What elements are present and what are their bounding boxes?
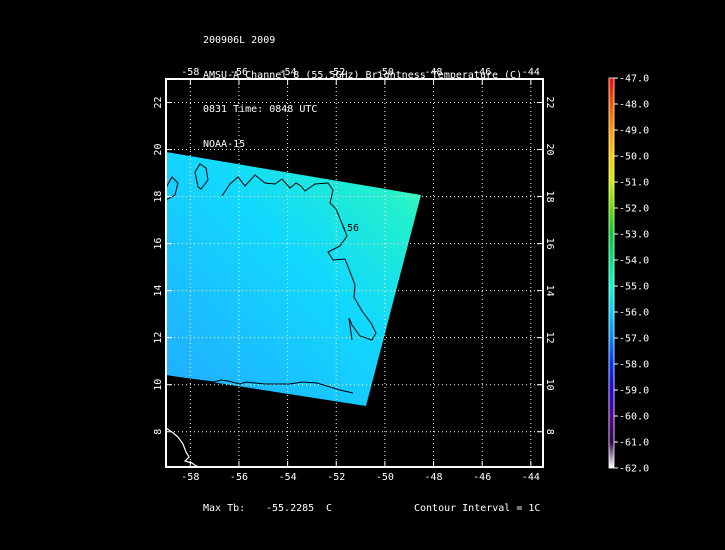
satellite-swath: [166, 152, 421, 406]
colorbar-label: -56.0: [619, 308, 649, 319]
contour-line: [166, 163, 377, 394]
lon-label-top: -46: [473, 67, 491, 78]
lat-label-left: 16: [153, 238, 164, 250]
lat-label-left: 20: [153, 144, 164, 156]
colorbar-label: -48.0: [619, 100, 649, 111]
lon-label-top: -50: [376, 67, 394, 78]
map-frame: [165, 78, 544, 468]
lat-label-right: 18: [544, 191, 555, 203]
colorbar-scale: [608, 77, 615, 469]
colorbar-label: -57.0: [619, 334, 649, 345]
contour-interval: Contour Interval = 1C: [414, 503, 541, 514]
lon-label-top: -58: [181, 67, 199, 78]
colorbar-label: -53.0: [619, 230, 649, 241]
colorbar-label: -52.0: [619, 204, 649, 215]
lat-label-left: 10: [153, 379, 164, 391]
lon-label-top: -56: [230, 67, 248, 78]
colorbar-label: -51.0: [619, 178, 649, 189]
lon-label-top: -54: [279, 67, 297, 78]
storm-id-year: 200906L 2009: [203, 35, 276, 46]
colorbar-label: -61.0: [619, 438, 649, 449]
colorbar-label: -49.0: [619, 126, 649, 137]
contour-label: -56: [341, 223, 359, 234]
colorbar-label: -47.0: [619, 74, 649, 85]
lon-label-top: -52: [327, 67, 345, 78]
lon-label-bottom: -58: [181, 472, 199, 483]
colorbar-label: -55.0: [619, 282, 649, 293]
colorbar-label: -59.0: [619, 386, 649, 397]
lat-label-right: 20: [544, 144, 555, 156]
lat-label-left: 18: [153, 191, 164, 203]
colorbar: -47.0 -48.0 -49.0 -50.0 -51.0 -52.0 -53.0 -54.0…: [608, 74, 649, 475]
lon-label-top: -48: [425, 67, 443, 78]
lat-label-right: 12: [544, 332, 555, 344]
colorbar-label: -50.0: [619, 152, 649, 163]
axis-ticks: -58 -58 -56 -56 -54 -54 -52 -52 -50 -50 -48 -48 -46 -…: [153, 67, 555, 483]
max-tb-value: -55.2285: [266, 503, 315, 514]
max-tb-label: Max Tb:: [203, 503, 246, 514]
product-title: AMSU-A Channel 8 (55.5GHz) Brightness Te…: [203, 69, 523, 81]
lon-label-bottom: -50: [376, 472, 394, 483]
lon-label-bottom: -44: [522, 472, 540, 483]
lon-label-bottom: -54: [279, 472, 297, 483]
lon-label-bottom: -46: [473, 472, 491, 483]
time-info: 0831 Time: 0848 UTC: [203, 104, 318, 115]
lat-label-right: 22: [544, 96, 555, 108]
colorbar-label: -62.0: [619, 464, 649, 475]
lon-label-bottom: -56: [230, 472, 248, 483]
lat-label-right: 14: [544, 285, 555, 297]
lat-label-right: 10: [544, 379, 555, 391]
colorbar-label: -58.0: [619, 360, 649, 371]
lon-label-top: -44: [522, 67, 540, 78]
lat-label-left: 14: [153, 285, 164, 297]
colorbar-label: -60.0: [619, 412, 649, 423]
max-tb-unit: C: [326, 503, 333, 514]
coastline: [166, 427, 201, 467]
colorbar-label: -54.0: [619, 256, 649, 267]
map-header: 200906L 2009 AMSU-A Channel 8 (55.5GHz) …: [203, 12, 522, 162]
lon-label-bottom: -48: [425, 472, 443, 483]
lat-label-right: 16: [544, 238, 555, 250]
satellite-name: NOAA-15: [203, 138, 246, 150]
lat-label-right: 8: [544, 429, 555, 435]
lat-label-left: 12: [153, 332, 164, 344]
lat-label-left: 8: [153, 429, 164, 435]
lon-label-bottom: -52: [327, 472, 345, 483]
lat-label-left: 22: [153, 96, 164, 108]
